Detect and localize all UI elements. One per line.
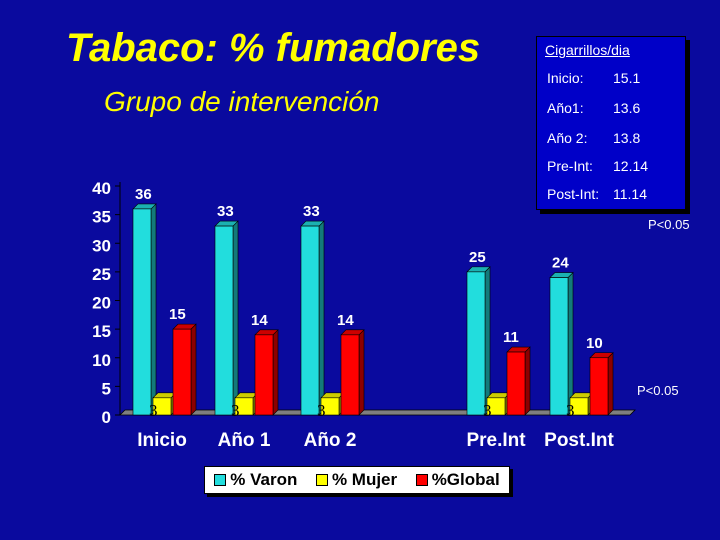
bar-global	[254, 334, 274, 416]
data-label: 14	[251, 312, 268, 329]
info-row-inicio: Inicio: 15.1	[547, 70, 640, 86]
y-tick-label: 30	[92, 236, 111, 255]
legend-swatch-varon	[214, 474, 227, 486]
legend-item-global: %Global	[415, 470, 500, 490]
bar-varon	[132, 208, 152, 416]
data-label: 25	[469, 249, 486, 266]
legend-label: % Mujer	[331, 470, 398, 489]
info-row-value: 12.14	[613, 158, 649, 174]
info-row-value: 11.14	[613, 186, 647, 202]
bar-varon	[214, 225, 234, 416]
info-box-header: Cigarrillos/dia	[545, 42, 630, 58]
y-tick-label: 5	[102, 379, 111, 398]
bar-side	[524, 346, 531, 416]
y-tick-label: 15	[92, 322, 111, 341]
data-label: 24	[552, 255, 569, 272]
bar-global	[172, 328, 192, 416]
info-row-label: Año1:	[547, 100, 584, 116]
x-tick-label: Año 2	[304, 430, 357, 451]
info-row-label: Año 2:	[547, 130, 588, 146]
legend-item-mujer: % Mujer	[315, 470, 398, 490]
bar-mujer	[569, 397, 589, 416]
legend-swatch-global	[415, 474, 428, 486]
info-row-label: Pre-Int:	[547, 158, 593, 174]
legend-swatch-mujer	[315, 474, 328, 486]
legend-label: % Varon	[230, 470, 298, 489]
data-label: 3	[231, 401, 240, 420]
chart-legend: % Varon % Mujer %Global	[204, 466, 510, 494]
x-tick-label: Año 1	[218, 430, 271, 451]
pvalue-top: P<0.05	[648, 217, 690, 232]
info-row-label: Post-Int:	[547, 186, 600, 202]
data-label: 11	[503, 329, 519, 346]
bar-mujer	[320, 397, 340, 416]
y-tick-label: 10	[92, 351, 111, 370]
legend-label: %Global	[431, 470, 500, 489]
x-tick-label: Inicio	[137, 430, 187, 451]
info-row-postint: Post-Int: 11.14	[547, 186, 647, 202]
pvalue-bottom: P<0.05	[637, 383, 679, 398]
info-row-value: 13.8	[613, 130, 641, 146]
data-label: 3	[566, 401, 575, 420]
data-label: 33	[303, 203, 320, 220]
bar-side	[150, 203, 157, 416]
bar-varon	[549, 277, 569, 416]
y-tick-label: 40	[92, 179, 111, 198]
bar-side	[607, 352, 614, 416]
info-row-value: 15.1	[613, 70, 641, 86]
data-label: 3	[149, 401, 158, 420]
info-row-ano1: Año1: 13.6	[547, 100, 640, 116]
legend-item-varon: % Varon	[214, 470, 297, 490]
bar-varon	[466, 271, 486, 416]
bar-varon	[300, 225, 320, 416]
bar-global	[589, 357, 609, 416]
y-tick-label: 20	[92, 294, 111, 313]
info-row-preint: Pre-Int: 12.14	[547, 158, 648, 174]
y-tick-label: 35	[92, 208, 111, 227]
data-label: 15	[169, 306, 186, 323]
bar-side	[484, 266, 491, 416]
bar-mujer	[234, 397, 254, 416]
bar-side	[190, 323, 197, 416]
bar-side	[232, 220, 239, 416]
data-label: 33	[217, 203, 234, 220]
cigarettes-info-box: Cigarrillos/dia Inicio: 15.1 Año1: 13.6 Añ…	[536, 36, 686, 210]
bar-side	[358, 329, 365, 416]
bar-global	[340, 334, 360, 416]
data-label: 3	[317, 401, 326, 420]
bar-mujer	[152, 397, 172, 416]
data-label: 14	[337, 312, 354, 329]
slide-title: Tabaco: % fumadores	[66, 26, 481, 70]
slide-subtitle: Grupo de intervención	[104, 86, 380, 117]
data-label: 3	[483, 401, 492, 420]
data-label: 36	[135, 186, 152, 203]
y-tick-label: 0	[102, 408, 111, 427]
info-row-label: Inicio:	[547, 70, 584, 86]
bar-side	[272, 329, 279, 416]
info-row-ano2: Año 2: 13.8	[547, 130, 640, 146]
bar-side	[567, 271, 574, 416]
bar-mujer	[486, 397, 506, 416]
x-tick-label: Post.Int	[544, 430, 614, 451]
bar-global	[506, 351, 526, 416]
info-row-value: 13.6	[613, 100, 641, 116]
data-label: 10	[586, 335, 603, 352]
x-tick-label: Pre.Int	[466, 430, 526, 451]
bar-side	[318, 220, 325, 416]
y-tick-label: 25	[92, 265, 111, 284]
